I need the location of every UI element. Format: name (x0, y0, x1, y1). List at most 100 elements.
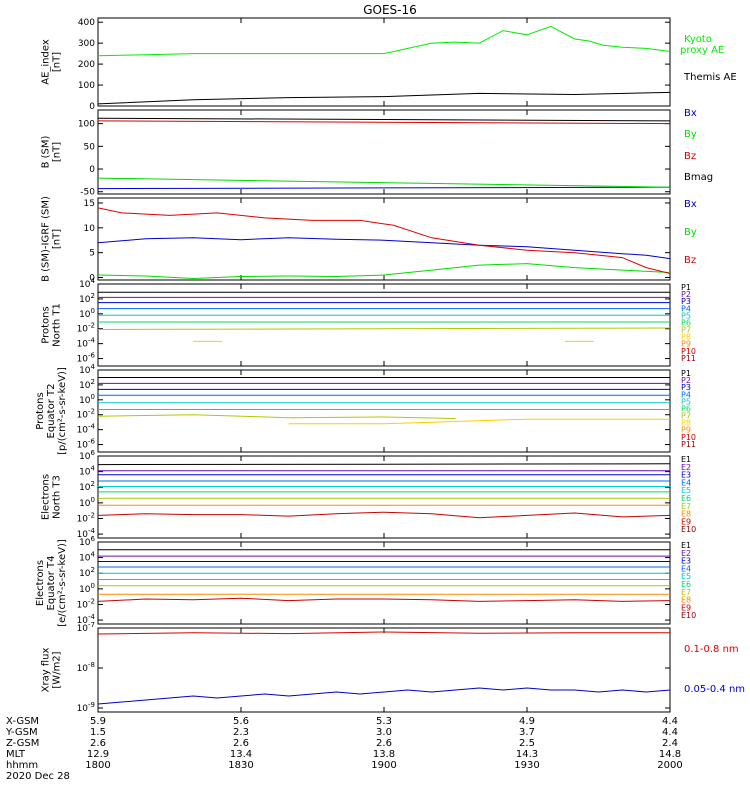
series-line-et3-E9 (98, 511, 670, 519)
ylabel-et4-0: Electrons (35, 560, 46, 606)
legend-xray-short: 0.05-0.4 nm (684, 684, 745, 695)
panel-frame-ae (97, 17, 671, 107)
legend-et4-E5: E5 (681, 572, 691, 581)
xaxis-row-value-Y-GSM-3: 3.7 (519, 727, 535, 738)
series-line-bsm-By (98, 177, 670, 188)
ytick-label-et3-0: 10-4 (77, 527, 96, 540)
series-group-xray (98, 631, 670, 705)
ytick-label-pt1-2: 10-2 (77, 322, 95, 335)
legend-et4-E2: E2 (681, 549, 691, 558)
legend-pt1-P7: P7 (681, 326, 691, 335)
xaxis-row-value-X-GSM-0: 5.9 (90, 716, 106, 727)
series-group-et3 (98, 463, 670, 519)
legend-et3-E5: E5 (681, 486, 691, 495)
xaxis-date: 2020 Dec 28 (6, 771, 70, 782)
xaxis-row-value-Z-GSM-2: 2.6 (376, 738, 392, 749)
legend-pt2-P5: P5 (681, 397, 691, 406)
xaxis-row-value-hhmm-2: 1900 (371, 760, 396, 771)
legend-et4-E7: E7 (681, 588, 691, 597)
xaxis-row-value-X-GSM-2: 5.3 (376, 716, 392, 727)
legend-pt2-P9: P9 (681, 426, 691, 435)
xaxis-row-value-Z-GSM-4: 2.4 (662, 738, 678, 749)
series-group-ae (98, 25, 670, 105)
series-line-xray-0-05-0-4-nm (98, 687, 670, 705)
ylabel-et3-1: North T3 (52, 475, 63, 519)
series-group-et4 (98, 549, 670, 602)
ytick-label-pt2-3: 100 (79, 393, 95, 406)
ytick-label-ae-1: 100 (78, 81, 95, 91)
ytick-label-pt1-0: 10-6 (77, 352, 96, 365)
legend-pt2-P3: P3 (681, 383, 691, 392)
legend-pt1-P8: P8 (681, 333, 691, 342)
ytick-label-pt2-5: 104 (79, 363, 95, 376)
xaxis-row-value-X-GSM-3: 4.9 (519, 716, 535, 727)
series-line-xray-0-1-0-8-nm (98, 631, 670, 635)
ytick-label-et3-3: 102 (79, 480, 95, 493)
series-line-et4-E9 (98, 597, 670, 602)
legend-bsm-Bmag: Bmag (684, 172, 713, 183)
series-line-pt1-P7 (98, 327, 670, 330)
xaxis-row-value-X-GSM-1: 5.6 (233, 716, 249, 727)
ytick-label-pt1-3: 100 (79, 307, 95, 320)
ytick-label-xray-1: 10-8 (77, 661, 95, 674)
series-line-dbsm-Bx (98, 237, 670, 260)
legend-pt1-P5: P5 (681, 311, 691, 320)
xaxis-row-value-Z-GSM-3: 2.5 (519, 738, 535, 749)
legend-pt2-P11: P11 (681, 440, 696, 449)
legend-dbsm-Bz: Bz (684, 255, 696, 266)
legend-pt2-P8: P8 (681, 419, 691, 428)
ytick-label-xray-2: 10-7 (77, 621, 95, 634)
ytick-label-bsm-2: 50 (84, 142, 96, 152)
ytick-label-ae-2: 200 (78, 60, 95, 70)
xaxis-row-value-Y-GSM-4: 4.4 (662, 727, 678, 738)
panel-frame-et4 (97, 541, 671, 625)
legend-et4-E6: E6 (681, 580, 691, 589)
xaxis-row-label-Z-GSM: Z-GSM (6, 738, 39, 749)
series-group-pt2 (98, 377, 670, 425)
ytick-label-pt2-2: 10-2 (77, 408, 95, 421)
series-group-bsm (98, 117, 670, 190)
series-line-pt2-P7 (98, 414, 456, 419)
series-group-dbsm (98, 207, 670, 280)
xaxis-row-value-hhmm-4: 2000 (657, 760, 682, 771)
legend-kyoto-line2: proxy AE (680, 45, 724, 56)
ytick-label-et4-2: 100 (79, 582, 95, 595)
ytick-label-ae-3: 300 (78, 39, 95, 49)
ytick-label-dbsm-3: 15 (84, 199, 95, 209)
legend-pt1-P11: P11 (681, 354, 696, 363)
panel-frame-pt1 (97, 283, 671, 367)
legend-pt1-P1: P1 (681, 283, 691, 292)
ytick-label-ae-4: 400 (78, 18, 95, 28)
xaxis-row-value-Z-GSM-1: 2.6 (233, 738, 249, 749)
legend-pt1-P6: P6 (681, 318, 691, 327)
ytick-label-et3-2: 100 (79, 496, 95, 509)
legend-et4-E8: E8 (681, 596, 691, 605)
ylabel-bsm-0: B (SM) (41, 135, 52, 168)
ylabel-bsm-1: [nT] (52, 142, 63, 162)
series-line-et3-E1 (98, 463, 670, 466)
legend-et4-E4: E4 (681, 564, 691, 573)
legend-pt2-P10: P10 (681, 433, 696, 442)
ylabel-ae-1: [nT] (52, 52, 63, 72)
ytick-label-ae-0: 0 (89, 102, 95, 112)
xaxis-row-value-MLT-4: 14.8 (659, 749, 681, 760)
ytick-label-pt2-1: 10-4 (77, 423, 96, 436)
ytick-label-et3-5: 106 (79, 449, 95, 462)
legend-pt2-P7: P7 (681, 412, 691, 421)
xaxis-row-label-MLT: MLT (6, 749, 26, 760)
ytick-label-bsm-3: 100 (78, 120, 95, 130)
ylabel-dbsm-1: [nT] (52, 229, 63, 249)
ylabel-pt2-0: Protons (35, 392, 46, 429)
ytick-label-dbsm-0: 0 (89, 274, 95, 284)
series-line-bsm-Bz (98, 120, 670, 125)
ytick-label-bsm-0: -50 (80, 188, 95, 198)
legend-et3-E7: E7 (681, 502, 691, 511)
ytick-label-et4-4: 104 (79, 551, 95, 564)
xaxis-row-value-Z-GSM-0: 2.6 (90, 738, 106, 749)
legend-pt2-P4: P4 (681, 390, 691, 399)
legend-themis: Themis AE (683, 72, 737, 83)
legend-et3-E10: E10 (681, 525, 696, 534)
xaxis-row-value-MLT-0: 12.9 (87, 749, 109, 760)
legend-xray-long: 0.1-0.8 nm (684, 644, 739, 655)
ylabel-pt1-1: North T1 (52, 303, 63, 347)
